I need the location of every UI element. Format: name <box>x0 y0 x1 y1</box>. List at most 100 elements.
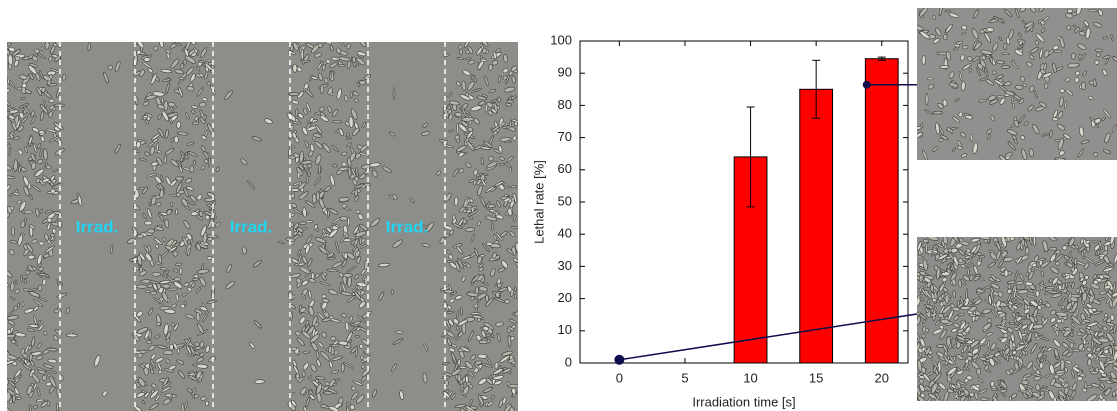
cell <box>505 103 513 107</box>
cell <box>500 350 513 357</box>
cell <box>327 289 338 296</box>
cell <box>299 266 311 274</box>
cell <box>506 125 517 132</box>
cell <box>199 276 207 287</box>
cell <box>1075 288 1080 294</box>
cell <box>359 236 363 246</box>
cell <box>188 48 196 56</box>
cell <box>959 296 964 305</box>
cell <box>969 133 973 142</box>
cell <box>1053 348 1059 358</box>
cell <box>343 206 351 212</box>
cell <box>999 328 1008 334</box>
cell <box>1077 148 1084 158</box>
cell <box>479 146 491 150</box>
cell <box>179 267 183 275</box>
cell <box>498 287 509 292</box>
cell <box>469 398 473 406</box>
cell <box>980 397 988 401</box>
cell <box>1012 350 1017 355</box>
cell <box>444 192 452 202</box>
cell <box>956 353 964 361</box>
cell <box>476 179 482 186</box>
cell <box>184 55 196 64</box>
cell <box>148 344 156 352</box>
cell <box>488 89 497 94</box>
cell <box>189 195 197 202</box>
cell <box>942 99 948 107</box>
cell <box>1088 9 1098 13</box>
cell <box>194 116 199 122</box>
cell <box>467 370 475 378</box>
cell <box>345 321 350 332</box>
cell <box>1065 13 1074 19</box>
cell <box>134 189 140 199</box>
cell <box>1094 244 1101 251</box>
cell <box>1021 324 1028 330</box>
cell <box>1108 289 1113 295</box>
cell <box>319 281 332 287</box>
cell <box>332 164 338 168</box>
cell <box>515 242 518 253</box>
cell <box>1000 319 1008 326</box>
cell <box>465 162 472 168</box>
cell <box>24 344 30 354</box>
cell <box>336 47 342 54</box>
cell <box>1016 256 1023 265</box>
cell <box>169 194 178 197</box>
cell <box>308 306 315 317</box>
cell <box>179 153 185 163</box>
cell <box>961 348 964 354</box>
cell <box>372 389 377 398</box>
cell <box>927 354 933 359</box>
cell <box>954 98 960 102</box>
cell <box>480 157 484 166</box>
cell <box>327 105 332 113</box>
cell <box>192 363 198 367</box>
cell <box>970 245 978 254</box>
bar <box>799 88 834 364</box>
cell <box>964 114 974 120</box>
cell <box>1016 316 1023 322</box>
y-tick-label: 60 <box>558 161 572 176</box>
cell <box>1071 281 1075 289</box>
cell <box>12 48 21 57</box>
cell <box>1039 260 1051 269</box>
cell <box>1040 27 1046 33</box>
cell <box>40 110 45 121</box>
cell <box>987 318 992 323</box>
cell <box>1102 267 1115 273</box>
cell <box>1028 322 1034 331</box>
cell <box>304 167 311 175</box>
cell <box>488 156 494 162</box>
cell <box>1076 331 1082 336</box>
cell <box>1064 100 1068 109</box>
cell <box>143 391 150 398</box>
cell <box>31 238 38 244</box>
cell <box>1042 318 1049 326</box>
cell <box>7 328 12 335</box>
cell <box>133 71 141 77</box>
cell <box>388 194 395 200</box>
cell <box>138 377 146 387</box>
cell <box>1102 325 1108 331</box>
cell <box>917 359 923 373</box>
cell <box>1015 281 1025 286</box>
cell <box>1070 322 1076 328</box>
cell <box>466 140 475 151</box>
cell <box>1031 372 1043 378</box>
cell <box>215 166 220 173</box>
cell <box>1082 70 1087 77</box>
cell <box>917 332 921 343</box>
cell <box>194 341 200 347</box>
cell <box>470 354 477 361</box>
cell <box>969 274 974 281</box>
cell <box>455 294 463 300</box>
cell <box>456 258 464 269</box>
cell <box>1077 43 1087 50</box>
cell <box>21 301 25 307</box>
cell <box>203 114 207 120</box>
cell <box>486 241 493 246</box>
cell <box>967 395 971 401</box>
cell <box>8 109 20 114</box>
